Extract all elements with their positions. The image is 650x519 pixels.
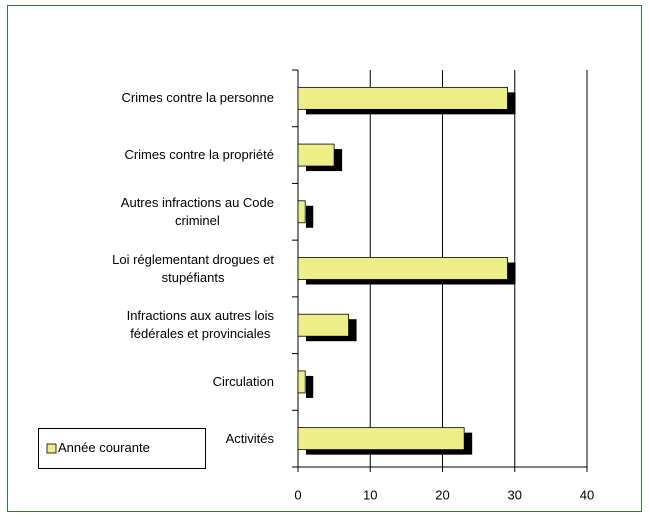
y-tick-label: Circulation bbox=[212, 373, 274, 389]
x-tick-label: 10 bbox=[363, 487, 377, 502]
x-tick-label: 40 bbox=[580, 487, 594, 502]
x-tick-label: 20 bbox=[435, 487, 449, 502]
x-tick-label: 30 bbox=[508, 487, 522, 502]
bar bbox=[297, 200, 306, 224]
frame bbox=[7, 5, 642, 512]
y-tick-label: Autres infractions au Code criminel bbox=[120, 194, 274, 228]
bar bbox=[297, 427, 465, 451]
bar-shadow bbox=[306, 205, 314, 228]
y-tick-label: Infractions aux autres lois fédérales et… bbox=[126, 308, 274, 342]
y-tick-label: Loi réglementant drogues et stupéfiants bbox=[112, 251, 274, 285]
bar-shadow bbox=[306, 375, 314, 398]
legend-label: Année courante bbox=[58, 440, 150, 455]
bar bbox=[297, 86, 508, 110]
bar bbox=[297, 257, 508, 280]
bar bbox=[297, 143, 335, 167]
y-tick-label: Crimes contre la propriété bbox=[124, 147, 274, 163]
bar bbox=[297, 370, 306, 394]
x-tick-label: 0 bbox=[294, 487, 301, 502]
y-tick-label: Activités bbox=[225, 430, 274, 446]
legend-swatch bbox=[46, 443, 57, 454]
legend-box bbox=[38, 428, 206, 469]
bar bbox=[297, 313, 349, 337]
y-tick-label: Crimes contre la personne bbox=[121, 90, 274, 106]
